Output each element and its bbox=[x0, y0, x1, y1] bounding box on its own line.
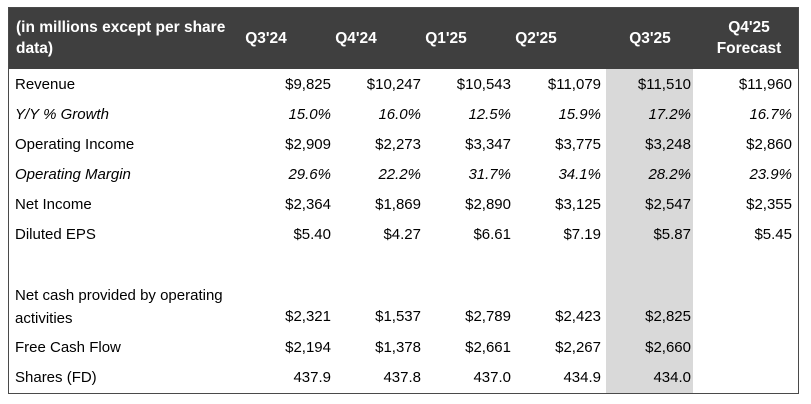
cell: $10,247 bbox=[366, 76, 421, 93]
row-label: Net Income bbox=[15, 196, 92, 213]
header-units-label: (in millions except per share data) bbox=[16, 17, 256, 59]
row-label: Shares (FD) bbox=[15, 369, 97, 386]
table-row-operating-income: Operating Income $2,909 $2,273 $3,347 $3… bbox=[9, 131, 798, 161]
row-label: Operating Income bbox=[15, 136, 135, 153]
table-row-operating-margin: Operating Margin 29.6% 22.2% 31.7% 34.1%… bbox=[9, 161, 798, 191]
cell: 16.0% bbox=[378, 106, 421, 123]
cell: 17.2% bbox=[648, 106, 691, 123]
cell: 437.0 bbox=[473, 369, 511, 386]
header-col-q4-25-forecast: Q4'25 Forecast bbox=[704, 17, 794, 59]
cell: $2,890 bbox=[465, 196, 511, 213]
cell: $2,267 bbox=[555, 339, 601, 356]
header-col-q2-25: Q2'25 bbox=[515, 30, 557, 47]
cell: $1,537 bbox=[375, 308, 421, 325]
header-col-q3-24: Q3'24 bbox=[245, 30, 287, 47]
cell: $11,079 bbox=[547, 76, 601, 93]
header-units-line2: data) bbox=[16, 40, 54, 57]
header-forecast-line2: Forecast bbox=[716, 40, 782, 57]
table-row-yy-growth: Y/Y % Growth 15.0% 16.0% 12.5% 15.9% 17.… bbox=[9, 101, 798, 131]
cell: $2,860 bbox=[746, 136, 792, 153]
cell: 34.1% bbox=[558, 166, 601, 183]
current-quarter-highlight bbox=[606, 69, 693, 393]
cell: 28.2% bbox=[648, 166, 691, 183]
row-label-line2: activities bbox=[15, 310, 73, 327]
financial-table: (in millions except per share data) Q3'2… bbox=[8, 7, 799, 394]
cell: $1,378 bbox=[375, 339, 421, 356]
header-forecast-line1: Q4'25 bbox=[728, 19, 770, 36]
cell: $3,347 bbox=[465, 136, 511, 153]
cell: $10,543 bbox=[456, 76, 511, 93]
table-header: (in millions except per share data) Q3'2… bbox=[9, 8, 798, 69]
cell: $2,789 bbox=[465, 308, 511, 325]
cell: $2,661 bbox=[465, 339, 511, 356]
cell: $2,547 bbox=[645, 196, 691, 213]
cell: 434.9 bbox=[563, 369, 601, 386]
cell: $2,825 bbox=[645, 308, 691, 325]
cell: $6.61 bbox=[473, 226, 511, 243]
cell: $7.19 bbox=[563, 226, 601, 243]
cell: $5.45 bbox=[754, 226, 792, 243]
cell: $1,869 bbox=[375, 196, 421, 213]
cell: $2,273 bbox=[375, 136, 421, 153]
cell: 437.8 bbox=[383, 369, 421, 386]
cell: 31.7% bbox=[468, 166, 511, 183]
cell: 16.7% bbox=[749, 106, 792, 123]
header-col-q4-24: Q4'24 bbox=[335, 30, 377, 47]
row-label: Free Cash Flow bbox=[15, 339, 121, 356]
table-row-revenue: Revenue $9,825 $10,247 $10,543 $11,079 $… bbox=[9, 71, 798, 101]
cell: 437.9 bbox=[293, 369, 331, 386]
cell: $11,960 bbox=[738, 76, 792, 93]
header-col-q1-25: Q1'25 bbox=[425, 30, 467, 47]
row-label: Net cash provided by operating activitie… bbox=[15, 284, 223, 330]
cell: $5.40 bbox=[293, 226, 331, 243]
cell: 434.0 bbox=[653, 369, 691, 386]
cell: $3,125 bbox=[555, 196, 601, 213]
cell: 12.5% bbox=[468, 106, 511, 123]
cell: $9,825 bbox=[285, 76, 331, 93]
table-row-shares-fd: Shares (FD) 437.9 437.8 437.0 434.9 434.… bbox=[9, 364, 798, 394]
cell: $2,364 bbox=[285, 196, 331, 213]
cell: 23.9% bbox=[749, 166, 792, 183]
header-col-q3-25: Q3'25 bbox=[629, 30, 671, 47]
cell: $3,248 bbox=[645, 136, 691, 153]
table-row-diluted-eps: Diluted EPS $5.40 $4.27 $6.61 $7.19 $5.8… bbox=[9, 221, 798, 251]
row-label: Diluted EPS bbox=[15, 226, 96, 243]
row-label: Y/Y % Growth bbox=[15, 106, 109, 123]
cell: $2,909 bbox=[285, 136, 331, 153]
header-units-line1: (in millions except per share bbox=[16, 19, 226, 36]
row-label-line1: Net cash provided by operating bbox=[15, 287, 223, 304]
cell: 15.9% bbox=[558, 106, 601, 123]
cell: $2,660 bbox=[645, 339, 691, 356]
table-row-net-income: Net Income $2,364 $1,869 $2,890 $3,125 $… bbox=[9, 191, 798, 221]
table-row-net-cash-operating: Net cash provided by operating activitie… bbox=[9, 284, 798, 330]
cell: $11,510 bbox=[637, 76, 691, 93]
cell: 29.6% bbox=[288, 166, 331, 183]
cell: $2,355 bbox=[746, 196, 792, 213]
cell: $2,321 bbox=[285, 308, 331, 325]
cell: $2,423 bbox=[555, 308, 601, 325]
cell: 15.0% bbox=[288, 106, 331, 123]
row-label: Operating Margin bbox=[15, 166, 131, 183]
cell: $2,194 bbox=[285, 339, 331, 356]
cell: $5.87 bbox=[653, 226, 691, 243]
table-row-free-cash-flow: Free Cash Flow $2,194 $1,378 $2,661 $2,2… bbox=[9, 334, 798, 364]
row-label: Revenue bbox=[15, 76, 76, 93]
cell: 22.2% bbox=[378, 166, 421, 183]
cell: $4.27 bbox=[383, 226, 421, 243]
cell: $3,775 bbox=[555, 136, 601, 153]
